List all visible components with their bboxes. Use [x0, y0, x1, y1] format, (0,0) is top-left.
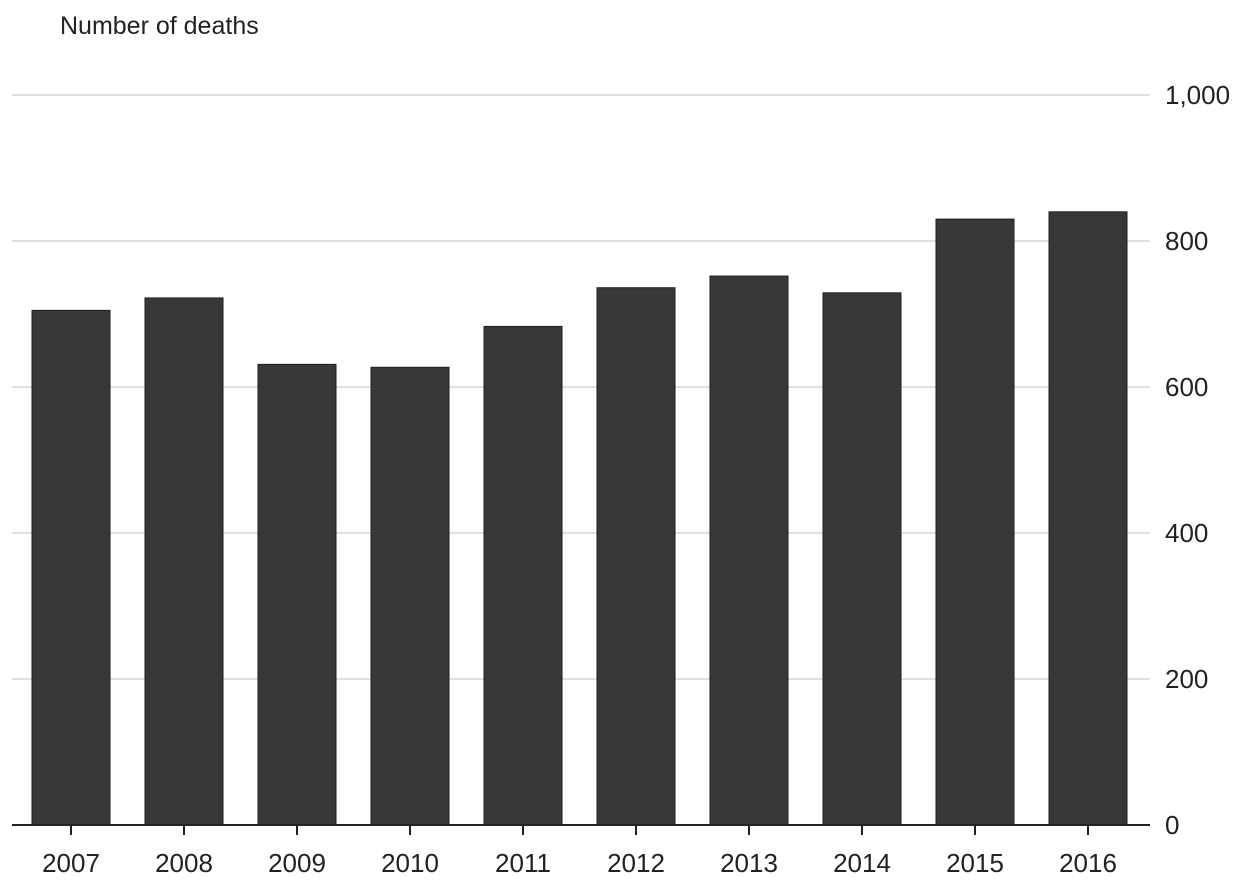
x-axis-labels: 2007 2008 2009 2010 2011 2012 2013 2014 2015 2016 [42, 848, 1117, 878]
x-tick-label-2008: 2008 [155, 848, 213, 878]
y-tick-label-1000: 1,000 [1165, 80, 1230, 110]
bar-2007 [31, 309, 111, 826]
x-tick-label-2011: 2011 [495, 848, 551, 878]
y-tick-label-600: 600 [1165, 372, 1208, 402]
bars [31, 211, 1128, 826]
bar-2014 [822, 292, 902, 826]
y-axis-ticks: 0 200 400 600 800 1,000 [1165, 80, 1230, 840]
x-tick-label-2013: 2013 [720, 848, 778, 878]
x-tick-label-2012: 2012 [607, 848, 665, 878]
x-tick-label-2007: 2007 [42, 848, 100, 878]
y-tick-label-400: 400 [1165, 518, 1208, 548]
x-tick-label-2009: 2009 [268, 848, 326, 878]
bar-2012 [596, 287, 676, 826]
bar-2009 [257, 363, 337, 826]
bar-2008 [144, 297, 224, 826]
y-axis-label: Number of deaths [60, 12, 259, 40]
bar-2010 [370, 366, 450, 826]
x-tick-label-2015: 2015 [946, 848, 1004, 878]
x-tick-label-2016: 2016 [1059, 848, 1117, 878]
x-tick-label-2014: 2014 [833, 848, 891, 878]
bar-2011 [483, 325, 563, 826]
bar-2016 [1048, 211, 1128, 826]
bar-2013 [709, 275, 789, 826]
bar-2015 [935, 218, 1015, 826]
x-axis [12, 824, 1150, 835]
y-tick-label-0: 0 [1165, 810, 1179, 840]
y-tick-label-200: 200 [1165, 664, 1208, 694]
y-tick-label-800: 800 [1165, 226, 1208, 256]
x-tick-label-2010: 2010 [381, 848, 439, 878]
